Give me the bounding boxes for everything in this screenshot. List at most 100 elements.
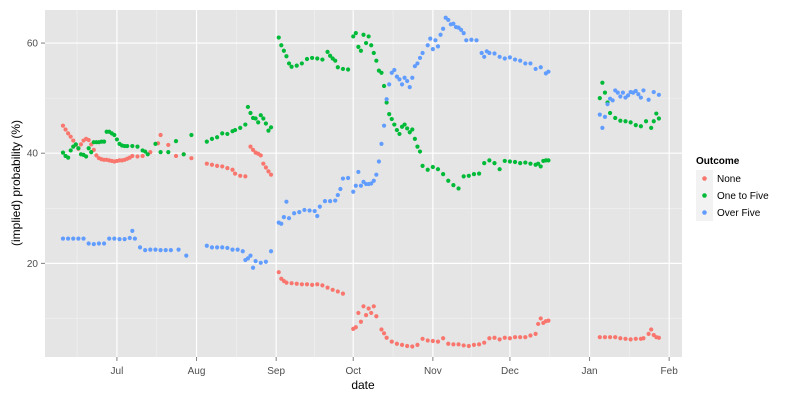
data-point [607, 110, 613, 116]
data-point [420, 163, 425, 168]
data-point [310, 55, 315, 61]
data-point [112, 236, 117, 241]
data-point [315, 282, 320, 287]
data-point [399, 82, 405, 87]
data-point [376, 159, 382, 164]
data-point [602, 114, 608, 119]
data-point [163, 248, 168, 253]
data-point [451, 183, 456, 188]
data-point [471, 342, 477, 347]
data-point [276, 35, 281, 40]
data-point [225, 165, 230, 171]
data-point [214, 135, 220, 140]
data-point [646, 97, 651, 102]
data-point [405, 78, 410, 84]
data-point [176, 247, 181, 252]
data-point [125, 143, 130, 149]
data-point [528, 61, 533, 66]
x-tick-label: Sep [267, 366, 285, 377]
data-point [476, 171, 482, 176]
data-point [656, 335, 661, 340]
data-point [405, 343, 410, 349]
data-point [430, 47, 435, 52]
data-point [469, 37, 474, 42]
data-point [600, 125, 605, 130]
data-point [238, 173, 243, 178]
data-point [507, 159, 513, 164]
data-point [518, 335, 523, 340]
data-point [636, 92, 641, 97]
data-point [76, 146, 81, 151]
data-point [461, 174, 466, 179]
data-point [304, 282, 310, 287]
data-point [633, 123, 638, 128]
data-point [492, 335, 497, 340]
data-point [173, 138, 179, 144]
data-point [261, 116, 266, 121]
data-point [410, 127, 415, 132]
data-point [243, 174, 248, 179]
data-point [435, 167, 441, 172]
data-point [374, 172, 379, 177]
data-point [384, 100, 389, 105]
data-point [284, 280, 289, 285]
y-axis-ticks: 20 40 60 [27, 39, 45, 270]
data-point [476, 342, 482, 347]
data-point [66, 236, 71, 241]
data-point [389, 70, 394, 75]
data-point [250, 147, 256, 153]
data-point [461, 31, 466, 36]
data-point [304, 56, 310, 62]
data-point [225, 245, 230, 251]
data-point [435, 339, 441, 344]
series-2 [60, 15, 661, 270]
data-point [487, 158, 492, 163]
data-point [130, 143, 135, 149]
data-point [353, 31, 358, 36]
data-point [60, 123, 66, 128]
data-point [512, 57, 518, 62]
data-point [387, 112, 392, 117]
data-point [623, 119, 628, 124]
data-point [392, 122, 397, 127]
data-point [284, 54, 289, 59]
data-point [492, 51, 497, 56]
data-point [71, 236, 76, 241]
data-point [333, 58, 338, 63]
data-point [232, 171, 238, 176]
data-point [533, 331, 538, 336]
x-tick-label: Jul [111, 366, 124, 377]
data-point [600, 80, 605, 85]
data-point [335, 289, 340, 294]
data-point [649, 125, 654, 130]
data-point [353, 183, 358, 188]
data-point [651, 119, 656, 124]
data-point [266, 128, 271, 133]
data-point [294, 281, 299, 286]
legend: Outcome None One to Five Over Five [696, 156, 769, 221]
data-point [387, 82, 392, 87]
data-point [502, 335, 507, 340]
data-point [78, 142, 84, 147]
data-point [240, 249, 245, 254]
data-point [317, 204, 322, 209]
data-point [420, 336, 425, 341]
data-point [166, 142, 171, 148]
data-point [371, 178, 376, 183]
data-point [340, 66, 346, 72]
data-point [507, 336, 513, 341]
data-point [451, 21, 456, 26]
data-point [312, 208, 317, 214]
data-point [456, 186, 461, 191]
x-tick-label: Nov [424, 366, 442, 377]
data-point [507, 55, 513, 60]
y-tick-label: 20 [27, 259, 39, 270]
data-point [268, 125, 274, 130]
data-point [353, 325, 358, 330]
data-point [597, 112, 602, 117]
data-point [415, 342, 420, 347]
data-point [204, 161, 209, 166]
data-point [536, 161, 541, 166]
data-point [656, 92, 661, 97]
